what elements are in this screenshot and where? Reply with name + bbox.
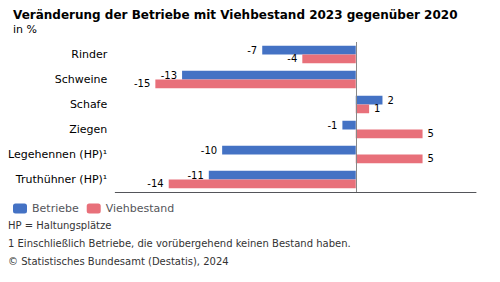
svg-text:Schweine: Schweine: [55, 73, 108, 86]
svg-text:-1: -1: [327, 120, 337, 131]
svg-text:-15: -15: [134, 78, 150, 89]
svg-text:HP = Haltungsplätze: HP = Haltungsplätze: [8, 220, 111, 231]
svg-text:-7: -7: [247, 45, 257, 56]
svg-text:Viehbestand: Viehbestand: [106, 202, 175, 215]
svg-text:2: 2: [387, 95, 393, 106]
svg-text:Truthühner (HP)¹: Truthühner (HP)¹: [15, 173, 107, 186]
svg-text:© Statistisches Bundesamt (Des: © Statistisches Bundesamt (Destatis), 20…: [8, 256, 229, 267]
svg-text:Betriebe: Betriebe: [32, 202, 79, 215]
svg-text:-4: -4: [287, 53, 297, 64]
svg-text:in %: in %: [13, 23, 37, 36]
svg-text:1: 1: [374, 103, 380, 114]
svg-text:Rinder: Rinder: [71, 48, 107, 61]
svg-text:5: 5: [428, 153, 434, 164]
svg-text:1 Einschließlich Betriebe, die: 1 Einschließlich Betriebe, die vorüberge…: [8, 238, 351, 249]
svg-text:Veränderung der Betriebe mit V: Veränderung der Betriebe mit Viehbestand…: [13, 8, 458, 22]
svg-text:Legehennen (HP)¹: Legehennen (HP)¹: [8, 148, 107, 161]
svg-text:Ziegen: Ziegen: [69, 123, 107, 136]
svg-text:-10: -10: [201, 145, 217, 156]
svg-text:Schafe: Schafe: [70, 98, 108, 111]
svg-text:-13: -13: [161, 70, 177, 81]
svg-text:-11: -11: [187, 170, 203, 181]
svg-text:5: 5: [428, 128, 434, 139]
svg-text:-14: -14: [147, 178, 163, 189]
